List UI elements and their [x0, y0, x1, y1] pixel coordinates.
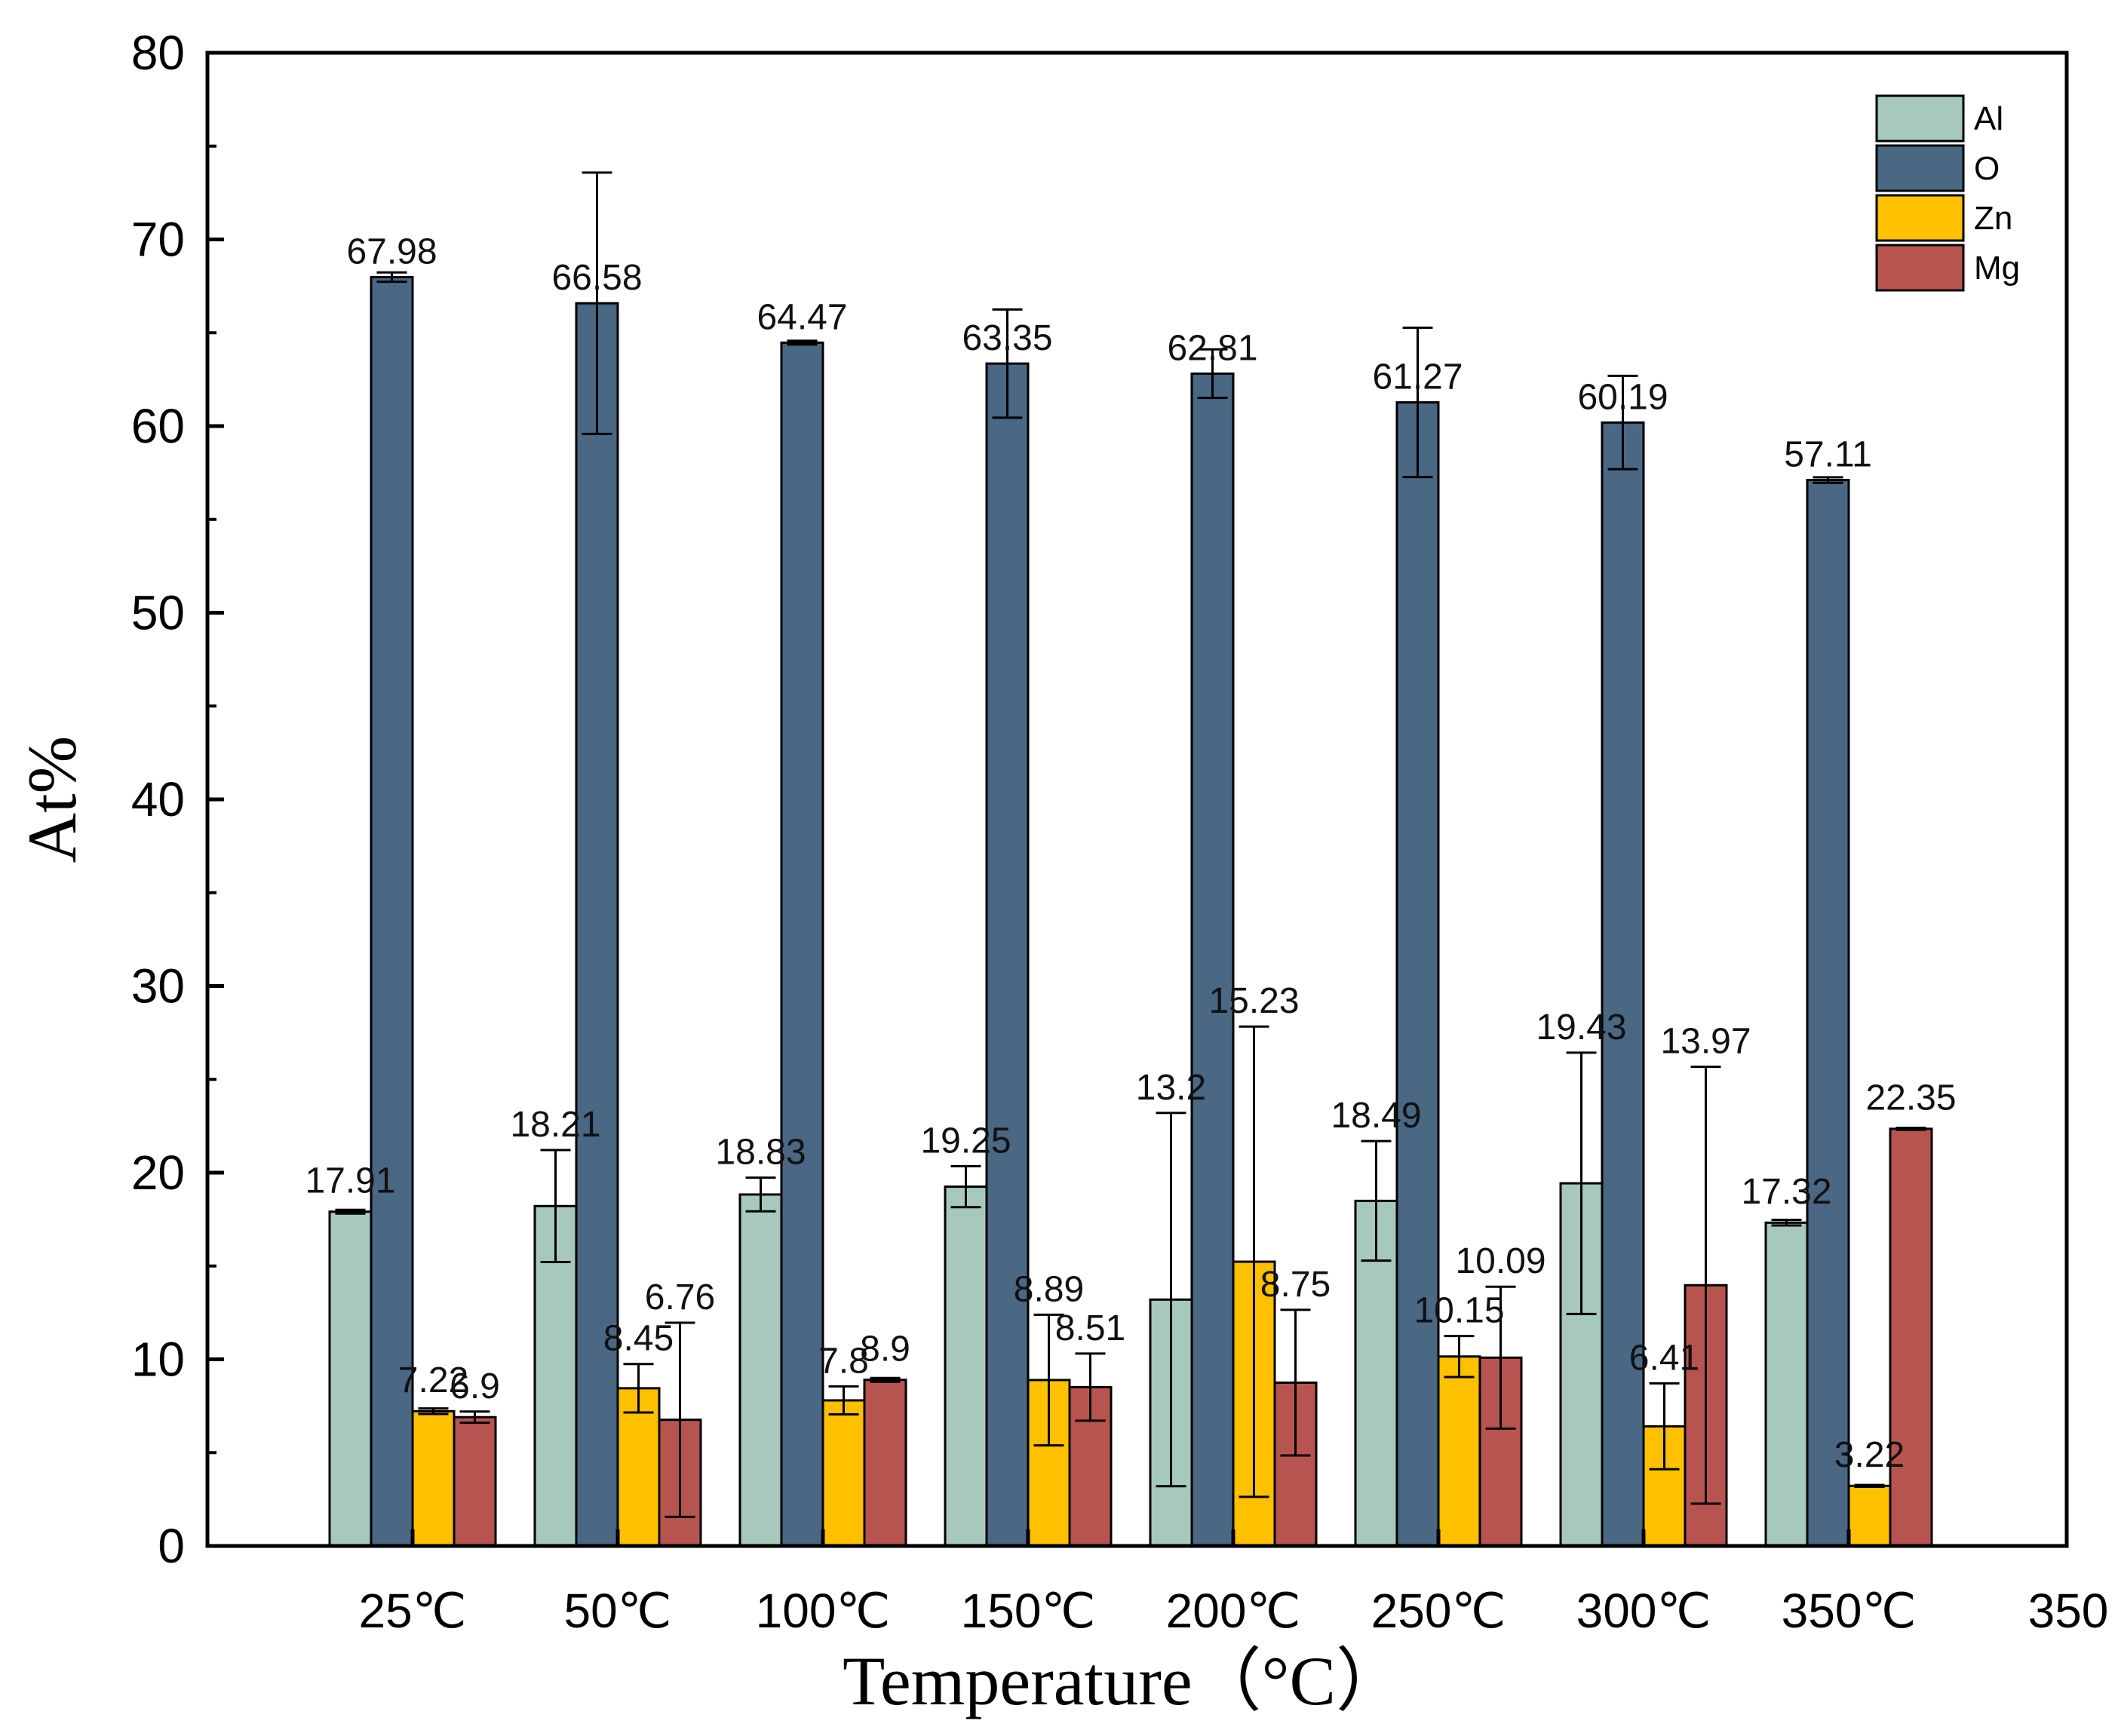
x-edge-tick-label: 350	[2028, 1584, 2109, 1638]
data-label-mg-0: 6.9	[450, 1366, 500, 1406]
data-label-o-3: 63.35	[962, 318, 1052, 358]
x-tick-label: 300℃	[1576, 1584, 1711, 1638]
data-label-mg-3: 8.51	[1055, 1308, 1125, 1348]
bar-o-6	[1601, 421, 1645, 1547]
bar-al-3	[944, 1185, 988, 1547]
data-label-al-2: 18.83	[715, 1133, 806, 1173]
data-label-o-0: 67.98	[346, 232, 437, 271]
bar-al-0	[328, 1210, 373, 1547]
bar-o-2	[780, 341, 824, 1547]
data-label-al-4: 13.2	[1136, 1068, 1206, 1108]
data-label-al-1: 18.21	[510, 1105, 600, 1145]
bar-zn-5	[1437, 1355, 1481, 1547]
errorbar-layer	[335, 171, 1926, 1518]
legend-label-o: O	[1974, 150, 2000, 187]
x-tick-label: 100℃	[756, 1584, 891, 1638]
data-label-zn-2: 7.8	[818, 1341, 869, 1381]
data-label-zn-0: 7.22	[398, 1360, 468, 1400]
y-axis: 0 10 20 30 40 50 60 70 80	[131, 26, 224, 1573]
bar-mg-7	[1889, 1127, 1933, 1547]
x-tick-label: 50℃	[563, 1584, 671, 1638]
y-tick-label: 60	[131, 399, 185, 453]
data-label-zn-4: 15.23	[1208, 981, 1299, 1021]
y-tick-label: 40	[131, 772, 185, 827]
data-label-o-6: 60.19	[1577, 377, 1668, 417]
legend-swatch-zn	[1875, 194, 1965, 242]
x-tick-label: 350℃	[1782, 1584, 1917, 1638]
legend-swatch-mg	[1875, 244, 1965, 292]
bar-o-0	[370, 275, 414, 1547]
legend: Al O Zn Mg	[1875, 94, 2020, 292]
legend-label-zn: Zn	[1974, 200, 2012, 237]
data-label-al-0: 17.91	[305, 1161, 395, 1201]
legend-label-mg: Mg	[1974, 250, 2020, 287]
data-label-mg-6: 13.97	[1660, 1022, 1751, 1062]
legend-label-al: Al	[1974, 100, 2003, 137]
bar-o-3	[985, 362, 1030, 1547]
data-label-o-2: 64.47	[757, 297, 847, 337]
y-tick-label: 10	[131, 1333, 185, 1387]
bar-o-7	[1806, 479, 1850, 1547]
data-label-al-6: 19.43	[1536, 1008, 1626, 1047]
bar-o-4	[1190, 372, 1235, 1547]
y-tick-label: 0	[158, 1519, 185, 1573]
y-tick-label: 80	[131, 26, 185, 80]
bar-o-1	[575, 302, 619, 1547]
bar-zn-7	[1847, 1484, 1892, 1547]
y-tick-label: 50	[131, 586, 185, 640]
bar-zn-2	[821, 1399, 866, 1547]
y-tick-label: 30	[131, 959, 185, 1014]
data-label-mg-7: 22.35	[1865, 1078, 1956, 1118]
x-tick-label: 200℃	[1166, 1584, 1301, 1638]
x-axis: 25℃ 50℃ 100℃ 150℃ 200℃ 250℃ 300℃ 350℃ 350	[358, 1529, 2108, 1638]
data-label-al-3: 19.25	[920, 1121, 1011, 1161]
bar-zn-0	[411, 1409, 456, 1547]
legend-swatch-al	[1875, 94, 1965, 143]
data-label-layer: 17.91 67.98 7.226.9 18.21 66.58 8.456.76 18.83…	[305, 232, 1956, 1474]
x-tick-label: 250℃	[1371, 1584, 1506, 1638]
data-label-mg-1: 6.76	[645, 1277, 715, 1317]
data-label-mg-5: 10.09	[1455, 1241, 1546, 1281]
bar-o-5	[1395, 401, 1440, 1547]
data-label-al-7: 17.32	[1741, 1172, 1831, 1212]
x-axis-title: Temperature（°C）	[843, 1642, 1405, 1719]
bar-al-7	[1764, 1221, 1809, 1547]
data-label-o-4: 62.81	[1167, 328, 1257, 368]
x-tick-label: 150℃	[961, 1584, 1096, 1638]
y-tick-label: 70	[131, 213, 185, 267]
data-label-o-5: 61.27	[1372, 357, 1463, 397]
data-label-mg-2: 8.9	[860, 1329, 910, 1369]
x-tick-label: 25℃	[358, 1584, 466, 1638]
data-label-zn-3: 8.89	[1014, 1269, 1084, 1309]
data-label-zn-7: 3.22	[1834, 1435, 1905, 1475]
legend-swatch-o	[1875, 144, 1965, 192]
bar-mg-0	[453, 1415, 497, 1547]
y-tick-label: 20	[131, 1146, 185, 1200]
y-axis-title: At%	[14, 736, 91, 863]
data-label-al-5: 18.49	[1331, 1096, 1421, 1136]
data-label-zn-5: 10.15	[1414, 1291, 1504, 1331]
bar-al-2	[738, 1193, 783, 1547]
data-label-mg-4: 8.75	[1260, 1265, 1331, 1305]
data-label-zn-1: 8.45	[603, 1319, 674, 1359]
data-label-zn-6: 6.41	[1629, 1338, 1699, 1378]
bar-mg-2	[863, 1379, 907, 1547]
data-label-o-1: 66.58	[551, 258, 642, 298]
bars-layer	[328, 275, 1933, 1547]
data-label-o-7: 57.11	[1784, 435, 1872, 475]
